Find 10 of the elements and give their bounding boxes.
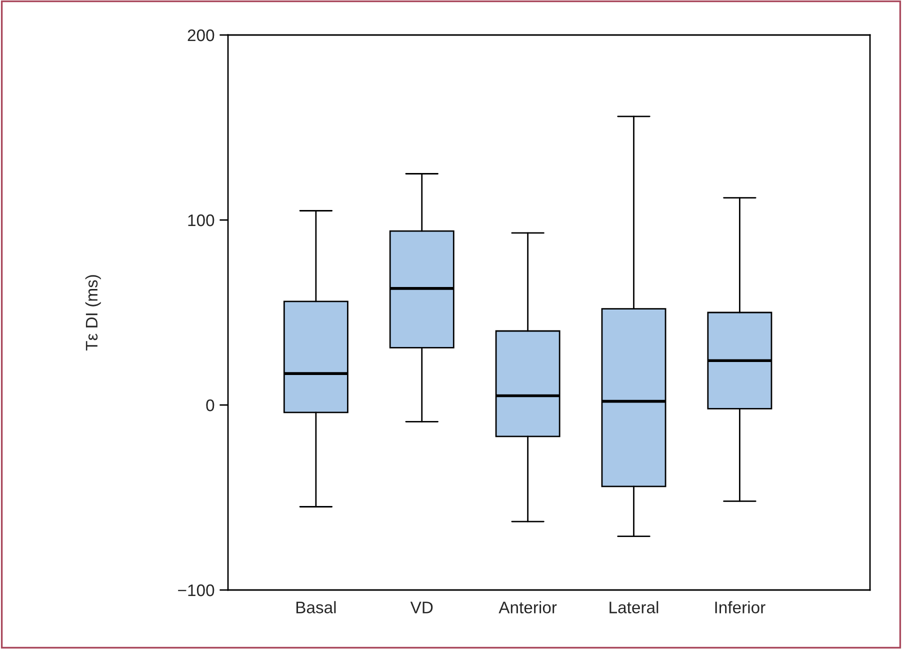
x-tick-label: Inferior [715,601,766,614]
y-tick-label: 0 [206,399,214,412]
x-tick-label: VD [410,602,433,614]
y-tick-label: 100 [188,214,214,226]
y-tick-label: −100 [178,584,214,596]
y-tick-label: 200 [188,29,214,42]
y-axis-title: Tε DI (ms) [85,275,101,351]
x-tick-label: Anterior [498,601,557,614]
x-tick-label: Lateral [610,601,658,614]
x-tick-label: Basal [296,601,336,614]
